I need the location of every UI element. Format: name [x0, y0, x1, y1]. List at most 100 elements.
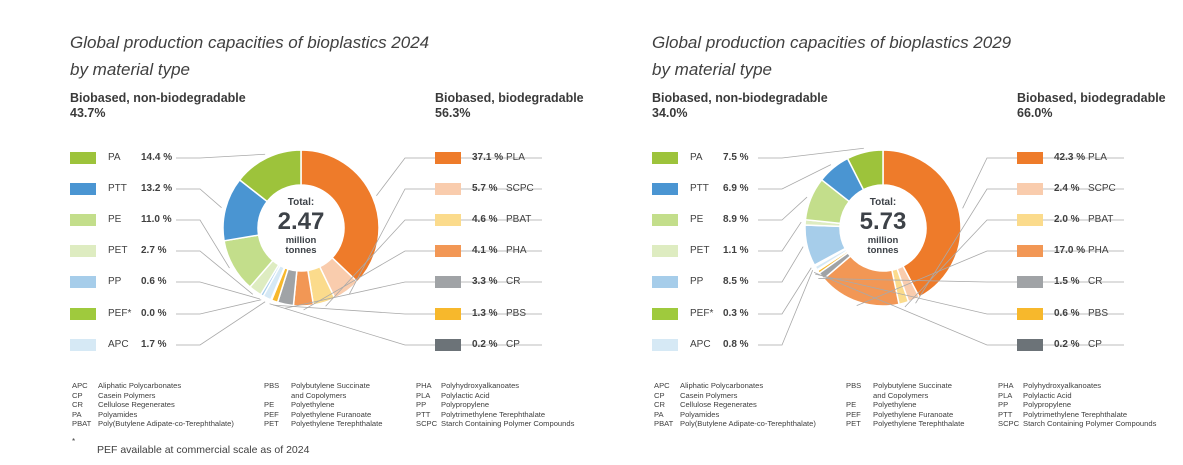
glossary-abbr: PBS — [264, 381, 280, 390]
leader-line-r-5 — [815, 273, 1124, 315]
total-title: Total: — [869, 197, 897, 208]
glossary-text: Polyhydroxyalkanoates — [441, 381, 520, 390]
legend-value-pp: 0.6 % — [141, 276, 167, 287]
legend-value-apc: 1.7 % — [141, 339, 167, 350]
legend-value-cp: 0.2 % — [1054, 339, 1080, 350]
glossary-text: Polytrimethylene Terephthalate — [441, 409, 546, 419]
leader-line-l-2 — [176, 219, 230, 269]
legend-value-ptt: 6.9 % — [723, 183, 749, 194]
legend-value-scpc: 5.7 % — [472, 183, 498, 194]
total-unit-tonnes: tonnes — [285, 245, 317, 257]
legend-label-apc: APC — [108, 339, 129, 350]
legend-swatch-pet — [652, 245, 678, 257]
legend-value-cp: 0.2 % — [472, 339, 498, 350]
glossary-abbr: APC — [72, 381, 88, 390]
total-value: 2.47 — [277, 208, 325, 235]
legend-label-scpc: SCPC — [506, 183, 534, 194]
legend-value-pa: 14.4 % — [141, 152, 173, 163]
legend-value-scpc: 2.4 % — [1054, 183, 1080, 194]
legend-label-pa: PA — [690, 152, 703, 163]
legend-value-pet: 1.1 % — [723, 245, 749, 256]
footnote-mark: * — [72, 437, 76, 446]
legend-label-pa: PA — [108, 152, 121, 163]
legend-swatch-pha — [1017, 245, 1043, 257]
legend-swatch-cp — [435, 339, 461, 351]
glossary-text: Cellulose Regenerates — [680, 400, 757, 410]
legend-label-pla: PLA — [506, 152, 525, 163]
legend-value-cr: 3.3 % — [472, 276, 498, 287]
glossary-text: Poly(Butylene Adipate-co-Terephthalate) — [680, 419, 816, 429]
legend-value-cr: 1.5 % — [1054, 276, 1080, 287]
leader-line-r-2 — [325, 219, 542, 307]
legend-value-pbs: 1.3 % — [472, 308, 498, 319]
leader-line-l-4 — [176, 281, 260, 300]
glossary-text: Polytrimethylene Terephthalate — [1023, 409, 1128, 419]
leader-line-r-4 — [818, 278, 1124, 283]
left-group-name-2029: Biobased, non-biodegradable — [652, 91, 828, 105]
glossary-abbr: PE — [264, 400, 275, 410]
legend-swatch-apc — [70, 339, 96, 351]
legend-label-pp: PP — [108, 276, 122, 287]
leader-line-l-1 — [758, 164, 832, 190]
glossary-text: Polyamides — [98, 409, 138, 419]
legend-swatch-pp — [70, 276, 96, 288]
leader-line-r-6 — [269, 303, 542, 346]
chart-panel-2029: Global production capacities of bioplast… — [582, 0, 1183, 465]
legend-value-pha: 4.1 % — [472, 245, 498, 256]
legend-swatch-pa — [652, 152, 678, 164]
right-group-pct-2029: 66.0% — [1017, 106, 1053, 120]
legend-label-apc: APC — [690, 339, 711, 350]
glossary-abbr: PLA — [416, 390, 431, 400]
glossary-abbr: PP — [998, 400, 1009, 410]
legend-swatch-ptt — [652, 183, 678, 195]
legend-swatch-pe — [70, 214, 96, 226]
leader-line-r-3 — [856, 250, 1124, 307]
legend-value-pbat: 2.0 % — [1054, 214, 1080, 225]
legend-label-cr: CR — [1088, 276, 1103, 287]
total-unit-million: million — [285, 235, 317, 246]
glossary-text: Starch Containing Polymer Compounds — [441, 419, 575, 429]
legend-swatch-pha — [435, 245, 461, 257]
glossary-text: Polyamides — [680, 409, 720, 419]
legend-value-pla: 42.3 % — [1054, 152, 1086, 163]
legend-label-pha: PHA — [506, 245, 527, 256]
legend-label-pef: PEF* — [690, 308, 714, 319]
legend-value-pla: 37.1 % — [472, 152, 504, 163]
total-unit-million: million — [867, 235, 899, 246]
glossary-abbr: PHA — [998, 381, 1014, 390]
leader-line-r-2 — [904, 219, 1124, 308]
legend-value-pe: 8.9 % — [723, 214, 749, 225]
glossary-text: Polypropylene — [1023, 400, 1072, 410]
legend-label-cp: CP — [506, 339, 520, 350]
glossary-abbr: PTT — [998, 409, 1013, 419]
glossary-abbr: CP — [654, 390, 665, 400]
glossary-text: Polylactic Acid — [1023, 390, 1072, 400]
glossary-text: and Copolymers — [291, 390, 347, 400]
right-group-name-2029: Biobased, biodegradable — [1017, 91, 1166, 105]
glossary-abbr: PE — [846, 400, 857, 410]
leader-line-l-0 — [758, 147, 864, 159]
glossary-abbr: APC — [654, 381, 670, 390]
legend-label-scpc: SCPC — [1088, 183, 1116, 194]
legend-swatch-pla — [1017, 152, 1043, 164]
glossary-text: Polyhydroxyalkanoates — [1023, 381, 1102, 390]
leader-line-r-1 — [348, 188, 542, 295]
glossary-abbr: PEF — [846, 409, 861, 419]
legend-label-pbat: PBAT — [1088, 214, 1114, 225]
glossary-text: Polybutylene Succinate — [873, 381, 952, 390]
glossary-abbr: PET — [846, 419, 861, 429]
legend-value-pe: 11.0 % — [141, 214, 172, 225]
glossary-text: Polyethylene Furanoate — [291, 409, 372, 419]
leader-line-l-5 — [758, 267, 812, 315]
legend-swatch-pet — [70, 245, 96, 257]
glossary-abbr: PP — [416, 400, 427, 410]
total-value: 5.73 — [859, 208, 907, 235]
slice-pa — [846, 149, 884, 191]
leader-line-r-0 — [376, 157, 542, 196]
legend-swatch-apc — [652, 339, 678, 351]
leader-line-r-3 — [303, 250, 542, 311]
legend-label-pe: PE — [690, 214, 704, 225]
legend-label-pbs: PBS — [1088, 308, 1109, 319]
legend-label-pet: PET — [690, 245, 710, 256]
left-group-pct-2029: 34.0% — [652, 106, 688, 120]
